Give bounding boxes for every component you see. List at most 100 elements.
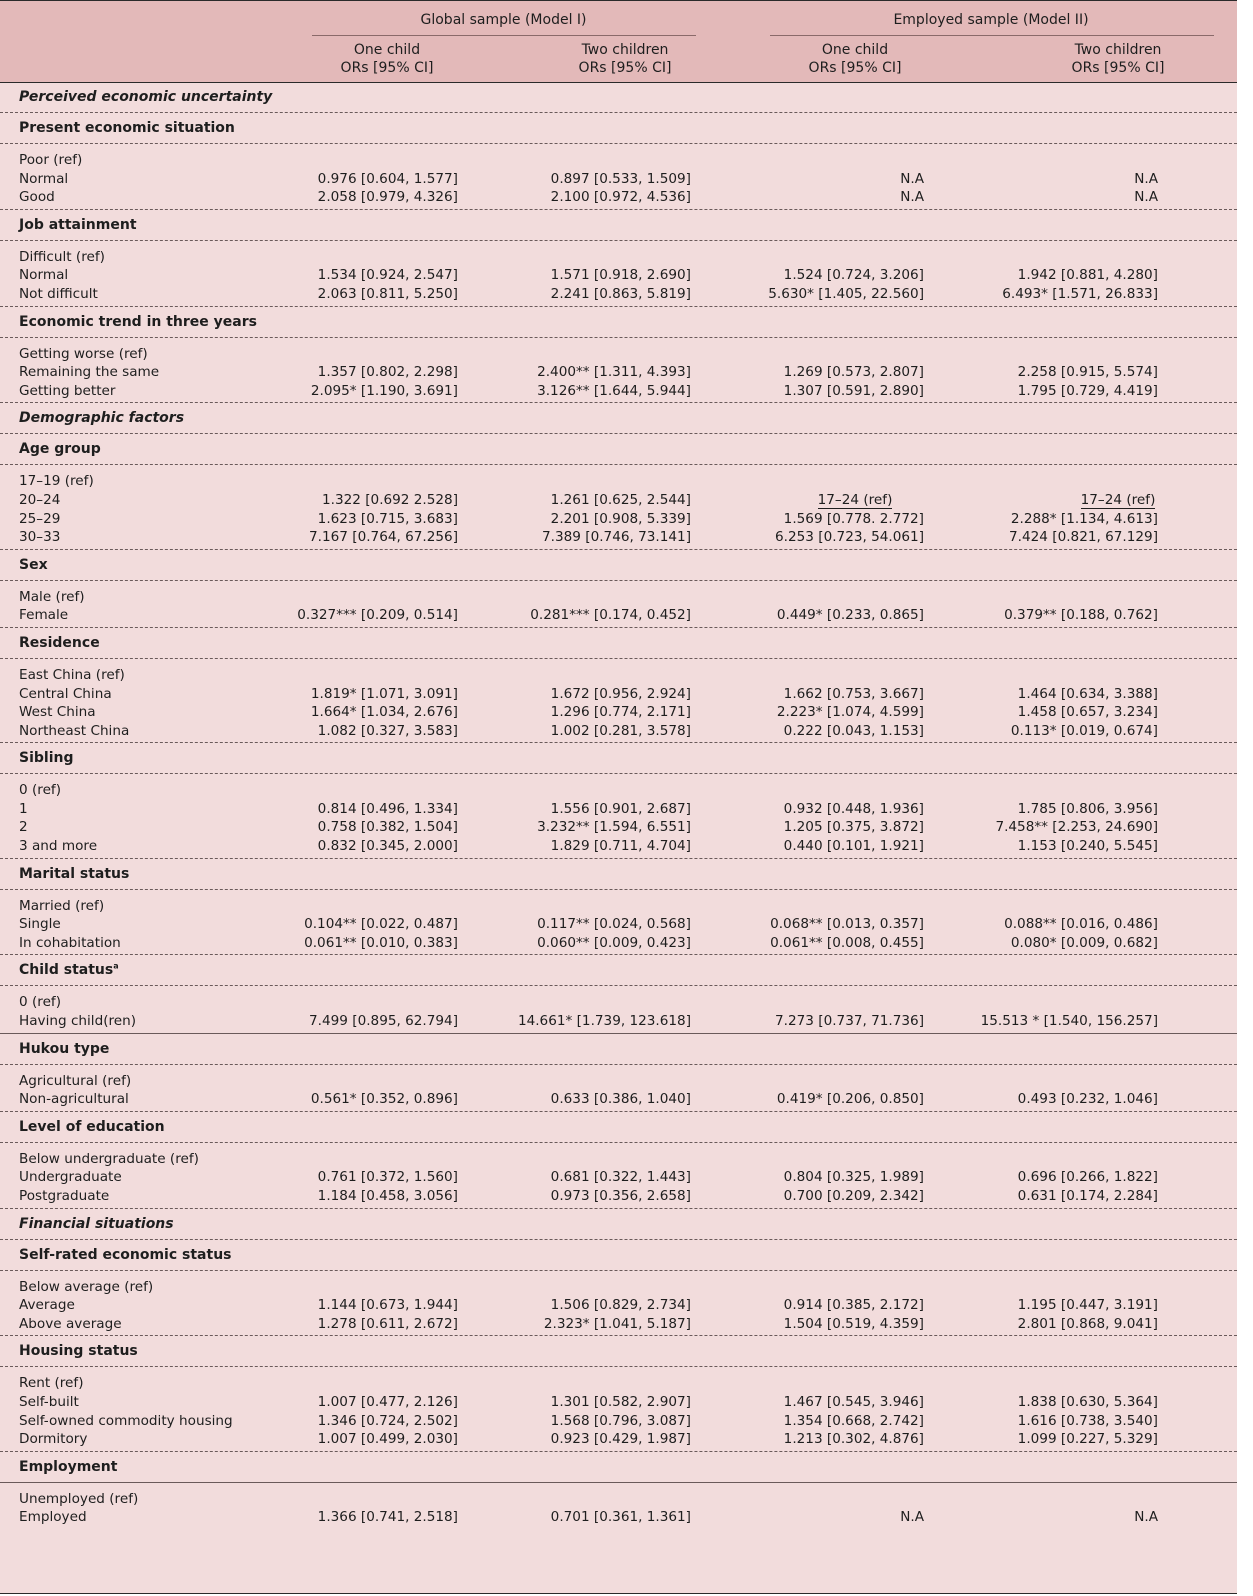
table-row: Normal 1.534 [0.924, 2.547] 1.571 [0.918, … bbox=[0, 266, 1237, 285]
row-label: Agricultural (ref) bbox=[19, 1072, 132, 1089]
row-group-divider bbox=[0, 1032, 1237, 1034]
cell-col-3: 2.223* [1.074, 4.599] bbox=[776, 704, 924, 721]
table-row: 30–33 7.167 [0.764, 67.256] 7.389 [0.746, … bbox=[0, 528, 1237, 547]
cell-col-3: 1.307 [0.591, 2.890] bbox=[783, 382, 924, 399]
table-row: Single 0.104** [0.022, 0.487] 0.117** [0.0… bbox=[0, 915, 1237, 934]
cell-col-1: 7.499 [0.895, 62.794] bbox=[309, 1013, 458, 1030]
section-label: Residence bbox=[19, 634, 100, 651]
cell-col-3: 6.253 [0.723, 54.061] bbox=[775, 529, 924, 546]
cell-col-3: 0.068** [0.013, 0.357] bbox=[770, 916, 924, 933]
col-header-3-top: One child bbox=[821, 42, 889, 58]
table-row: Married (ref) bbox=[0, 897, 1237, 916]
table-row: Non-agricultural 0.561* [0.352, 0.896] 0.6… bbox=[0, 1090, 1237, 1109]
cell-col-1: 1.357 [0.802, 2.298] bbox=[317, 364, 458, 381]
cell-col-4: 1.458 [0.657, 3.234] bbox=[1017, 704, 1158, 721]
cell-col-4: 0.696 [0.266, 1.822] bbox=[1017, 1169, 1158, 1186]
table-row: 20–24 1.322 [0.692 2.528] 1.261 [0.625, 2.… bbox=[0, 491, 1237, 510]
cell-col-3: 1.269 [0.573, 2.807] bbox=[783, 364, 924, 381]
table-row: 1 0.814 [0.496, 1.334] 1.556 [0.901, 2.687… bbox=[0, 800, 1237, 819]
cell-col-1: 0.327*** [0.209, 0.514] bbox=[297, 607, 458, 624]
table-row: 2 0.758 [0.382, 1.504] 3.232** [1.594, 6.5… bbox=[0, 818, 1237, 837]
cell-col-2: 2.201 [0.908, 5.339] bbox=[550, 510, 691, 527]
cell-col-4: 7.458** [2.253, 24.690] bbox=[995, 819, 1158, 836]
section-label: Economic trend in three years bbox=[19, 313, 257, 330]
row-label: 20–24 bbox=[19, 491, 61, 508]
cell-col-1: 1.007 [0.477, 2.126] bbox=[317, 1393, 458, 1410]
section-trend: Economic trend in three years bbox=[0, 307, 1237, 338]
cell-col-3: 0.061** [0.008, 0.455] bbox=[770, 934, 924, 951]
cell-col-2: 0.060** [0.009, 0.423] bbox=[537, 934, 691, 951]
cell-col-4: 1.795 [0.729, 4.419] bbox=[1017, 382, 1158, 399]
model1-rule bbox=[312, 35, 696, 36]
cell-col-4: 1.153 [0.240, 5.545] bbox=[1017, 838, 1158, 855]
row-label: East China (ref) bbox=[19, 666, 125, 683]
model1-heading: Global sample (Model I) bbox=[420, 12, 587, 28]
col-header-2-bottom: ORs [95% CI] bbox=[578, 60, 672, 76]
cell-col-4: 0.379** [0.188, 0.762] bbox=[1004, 607, 1158, 624]
cell-col-1: 1.346 [0.724, 2.502] bbox=[317, 1412, 458, 1429]
section-present: Present economic situation bbox=[0, 113, 1237, 144]
cell-col-2: 0.973 [0.356, 2.658] bbox=[550, 1188, 691, 1204]
cell-col-2: 1.261 [0.625, 2.544] bbox=[550, 491, 691, 508]
cell-col-3: 0.932 [0.448, 1.936] bbox=[783, 800, 924, 817]
row-label: In cohabitation bbox=[19, 934, 121, 951]
row-label: Above average bbox=[19, 1315, 122, 1332]
col-header-2: Two children ORs [95% CI] bbox=[525, 41, 725, 77]
cell-col-2: 1.002 [0.281, 3.578] bbox=[550, 722, 691, 739]
cell-col-2: 2.241 [0.863, 5.819] bbox=[550, 285, 691, 302]
table-row: Employed 1.366 [0.741, 2.518] 0.701 [0.361… bbox=[0, 1508, 1237, 1527]
row-label: Non-agricultural bbox=[19, 1091, 129, 1108]
cell-col-1: 0.976 [0.604, 1.577] bbox=[317, 170, 458, 187]
cell-col-4: 1.785 [0.806, 3.956] bbox=[1017, 800, 1158, 817]
col-header-1-top: One child bbox=[353, 42, 421, 58]
cell-col-4: 1.099 [0.227, 5.329] bbox=[1017, 1431, 1158, 1448]
cell-col-2: 0.923 [0.429, 1.987] bbox=[550, 1431, 691, 1448]
section-housing: Housing status bbox=[0, 1336, 1237, 1368]
row-label: Self-owned commodity housing bbox=[19, 1412, 233, 1429]
row-label: Poor (ref) bbox=[19, 152, 83, 168]
table-row: East China (ref) bbox=[0, 666, 1237, 685]
section-label: Housing status bbox=[19, 1343, 138, 1360]
row-label: Below undergraduate (ref) bbox=[19, 1150, 199, 1167]
section-label: Child status bbox=[19, 962, 114, 979]
table-row: Rent (ref) bbox=[0, 1374, 1237, 1393]
table-row: Good 2.058 [0.979, 4.326] 2.100 [0.972, 4.… bbox=[0, 188, 1237, 207]
cell-col-3: 0.700 [0.209, 2.342] bbox=[783, 1188, 924, 1204]
row-group-divider bbox=[0, 954, 1237, 956]
row-label: Rent (ref) bbox=[19, 1375, 84, 1392]
cell-col-1: 2.095* [1.190, 3.691] bbox=[310, 382, 458, 399]
age-ref-label: 17–24 (ref) bbox=[817, 491, 893, 509]
cell-col-1: 7.167 [0.764, 67.256] bbox=[309, 529, 458, 546]
section-label: Sex bbox=[19, 556, 48, 573]
table-body: Perceived economic uncertainty Present ec… bbox=[0, 82, 1237, 1527]
table-row: Getting worse (ref) bbox=[0, 345, 1237, 364]
cell-col-2: 1.296 [0.774, 2.171] bbox=[550, 704, 691, 721]
cell-col-1: 0.814 [0.496, 1.334] bbox=[317, 800, 458, 817]
table-row: 0 (ref) bbox=[0, 993, 1237, 1012]
table-row: Undergraduate 0.761 [0.372, 1.560] 0.681 [… bbox=[0, 1168, 1237, 1187]
table-row: Below average (ref) bbox=[0, 1278, 1237, 1297]
row-label: 1 bbox=[19, 800, 28, 817]
cell-col-4: 6.493* [1.571, 26.833] bbox=[1002, 285, 1158, 302]
cell-col-2: 3.126** [1.644, 5.944] bbox=[537, 382, 691, 399]
cell-col-4: 0.631 [0.174, 2.284] bbox=[1017, 1188, 1158, 1204]
section-perceived: Perceived economic uncertainty bbox=[0, 82, 1237, 113]
table-row: Normal 0.976 [0.604, 1.577] 0.897 [0.533, … bbox=[0, 170, 1237, 189]
cell-col-4: 0.113* [0.019, 0.674] bbox=[1010, 722, 1158, 739]
section-sex: Sex bbox=[0, 550, 1237, 581]
table-header: Global sample (Model I) Employed sample … bbox=[0, 1, 1237, 83]
table-row: 25–29 1.623 [0.715, 3.683] 2.201 [0.908, 5… bbox=[0, 510, 1237, 529]
section-label: Present economic situation bbox=[19, 120, 235, 136]
cell-col-3: 1.662 [0.753, 3.667] bbox=[783, 685, 924, 702]
section-education: Level of education bbox=[0, 1112, 1237, 1143]
cell-col-1: 0.761 [0.372, 1.560] bbox=[317, 1169, 458, 1186]
table-row: West China 1.664* [1.034, 2.676] 1.296 [0.… bbox=[0, 703, 1237, 722]
cell-col-2: 2.400** [1.311, 4.393] bbox=[537, 364, 691, 381]
section-demographic: Demographic factors bbox=[0, 403, 1237, 435]
cell-col-3: 1.213 [0.302, 4.876] bbox=[783, 1431, 924, 1448]
cell-col-2: 2.323* [1.041, 5.187] bbox=[543, 1315, 691, 1332]
cell-col-4: 2.801 [0.868, 9.041] bbox=[1017, 1315, 1158, 1332]
table-row: Unemployed (ref) bbox=[0, 1490, 1237, 1509]
section-label: Employment bbox=[19, 1458, 118, 1475]
cell-col-3: N.A bbox=[900, 170, 924, 187]
